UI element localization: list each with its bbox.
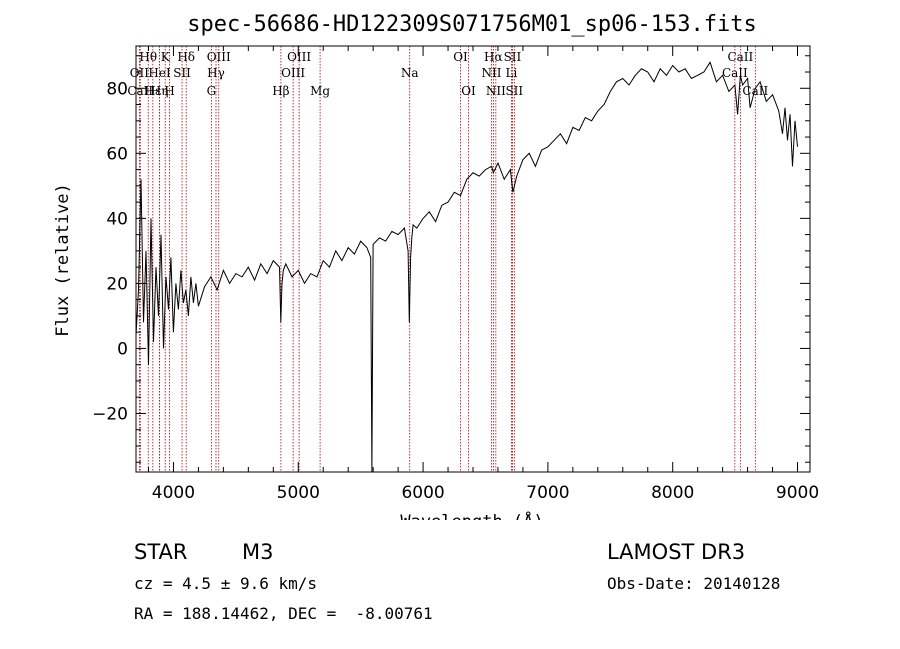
object-subclass: M3 [242,540,274,564]
line-label-23: SII [504,50,522,64]
spectrum-series [135,61,798,473]
line-label-19: OI [461,84,476,98]
object-class: STAR [134,540,188,564]
spectrum-chart: spec-56686-HD122309S071756M01_sp06-153.f… [53,12,819,520]
spectrum-line-0 [135,61,798,473]
line-label-17: Na [401,66,419,80]
y-tick-label-1: 0 [117,339,128,359]
x-axis-ticks: 4000 5000 6000 7000 8000 9000 [147,46,819,503]
line-label-20: Hα [484,50,503,64]
line-label-12: G [207,84,217,98]
line-label-0: Hθ [139,50,157,64]
line-label-22: NII [486,84,506,98]
x-tick-label-3: 7000 [526,483,569,503]
chart-title: spec-56686-HD122309S071756M01_sp06-153.f… [187,12,757,37]
line-label-18: OI [453,50,468,64]
line-label-14: OIII [287,50,311,64]
line-label-13: Hβ [272,84,289,98]
y-tick-label-3: 40 [106,209,128,229]
line-label-3: Hε [145,84,162,98]
line-label-5: HeI [148,66,171,80]
y-tick-label-0: −20 [92,404,128,424]
line-label-8: SII [173,66,191,80]
line-label-9: Hδ [177,50,195,64]
line-label-25: SII [505,84,523,98]
line-label-27: CaII [722,66,748,80]
line-label-28: CaII [742,84,768,98]
line-label-15: OIII [281,66,305,80]
x-tick-label-5: 9000 [776,483,819,503]
line-label-10: OIII [207,50,231,64]
spectral-line-markers [138,46,756,472]
line-label-1: OII [130,66,150,80]
plot-frame [135,45,811,473]
line-label-6: Hη [151,84,169,98]
coordinates: RA = 188.14462, DEC = -8.00761 [134,604,433,623]
line-label-24: Li [506,66,518,80]
x-tick-label-2: 6000 [401,483,444,503]
y-tick-label-5: 80 [106,79,128,99]
x-tick-label-1: 5000 [277,483,320,503]
y-axis-ticks: −20 0 20 40 60 80 [92,55,810,463]
y-axis-label: Flux (relative) [53,183,73,337]
redshift-velocity: cz = 4.5 ± 9.6 km/s [134,574,318,593]
line-label-26: CaII [727,50,753,64]
observation-date: Obs-Date: 20140128 [607,574,781,593]
line-label-16: Mg [310,84,330,98]
x-axis-label: Wavelength (Å) [400,510,543,520]
line-label-11: Hγ [207,66,225,80]
line-label-21: NII [481,66,501,80]
x-tick-label-0: 4000 [152,483,195,503]
line-label-2: CaII [127,84,153,98]
survey-name: LAMOST DR3 [607,540,746,564]
line-label-4: K [161,50,171,64]
x-tick-label-4: 8000 [651,483,694,503]
line-label-7: H [164,84,174,98]
y-tick-label-4: 60 [106,144,128,164]
y-tick-label-2: 20 [106,274,128,294]
